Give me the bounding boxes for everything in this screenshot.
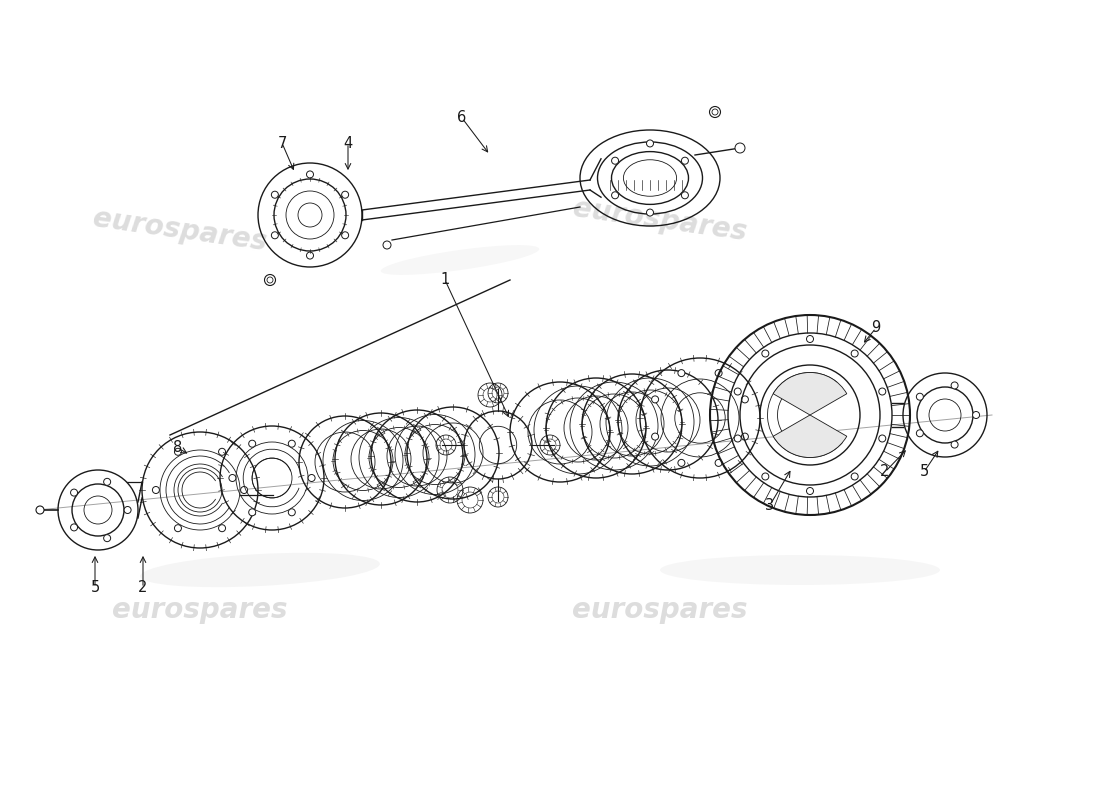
Circle shape [307,252,314,259]
Circle shape [952,382,958,389]
Circle shape [762,473,769,480]
Circle shape [272,232,278,238]
Circle shape [288,440,295,447]
Wedge shape [773,373,847,415]
Circle shape [681,158,689,164]
Circle shape [342,232,349,238]
Circle shape [678,370,685,377]
Circle shape [241,486,248,494]
Circle shape [651,433,659,440]
Circle shape [175,525,182,532]
Circle shape [678,459,685,466]
Circle shape [612,158,618,164]
Text: 7: 7 [277,135,287,150]
Circle shape [103,478,111,486]
Circle shape [681,192,689,198]
Circle shape [916,394,923,400]
Circle shape [741,433,748,440]
Wedge shape [773,415,847,458]
Circle shape [916,430,923,437]
Circle shape [851,473,858,480]
Circle shape [741,396,748,403]
Text: 1: 1 [440,273,450,287]
Circle shape [219,448,225,455]
Circle shape [806,487,814,494]
Text: eurospares: eurospares [91,204,268,256]
Circle shape [342,191,349,198]
Circle shape [972,411,980,418]
Circle shape [879,388,886,395]
Text: eurospares: eurospares [571,194,749,246]
Ellipse shape [140,553,379,587]
Circle shape [307,171,314,178]
Circle shape [308,474,315,482]
Text: 6: 6 [458,110,466,126]
Ellipse shape [660,555,940,585]
Circle shape [647,140,653,147]
Circle shape [229,474,235,482]
Circle shape [734,435,741,442]
Text: 3: 3 [766,498,774,513]
Circle shape [288,509,295,516]
Circle shape [70,524,78,531]
Circle shape [219,525,225,532]
Circle shape [36,506,44,514]
Circle shape [103,534,111,542]
Circle shape [249,509,255,516]
Text: eurospares: eurospares [112,596,288,624]
Circle shape [735,143,745,153]
Circle shape [647,209,653,216]
Circle shape [124,506,131,514]
Text: 5: 5 [90,581,100,595]
Circle shape [806,335,814,342]
Text: 5: 5 [920,465,928,479]
Circle shape [952,441,958,448]
Text: 9: 9 [871,321,881,335]
Circle shape [153,486,159,494]
Circle shape [70,489,78,496]
Text: 4: 4 [343,135,353,150]
Circle shape [879,435,886,442]
Circle shape [762,350,769,357]
Circle shape [249,440,255,447]
Text: 8: 8 [174,441,183,455]
Text: 2: 2 [880,465,890,479]
Text: 2: 2 [139,581,147,595]
Circle shape [715,459,722,466]
Ellipse shape [381,245,539,275]
Circle shape [651,396,659,403]
Circle shape [175,448,182,455]
Circle shape [851,350,858,357]
Circle shape [612,192,618,198]
Circle shape [272,191,278,198]
Circle shape [734,388,741,395]
Circle shape [715,370,722,377]
Text: eurospares: eurospares [572,596,748,624]
